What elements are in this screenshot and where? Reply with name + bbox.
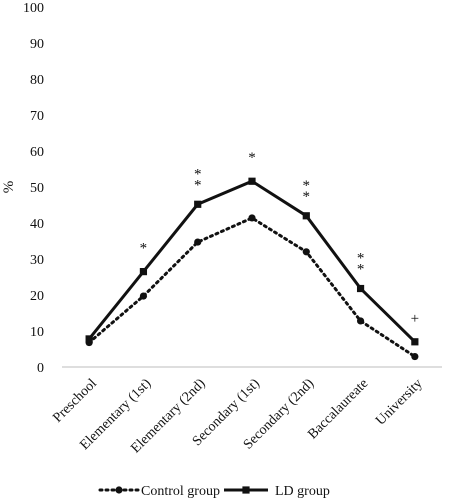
data-point [248,177,256,185]
y-tick-label: 20 [30,289,44,304]
x-tick-label: University [373,376,425,428]
significance-marker: * [140,241,148,257]
annotation-group: ** *** ** *+ [140,150,419,327]
data-point [139,268,148,276]
data-point [356,317,365,325]
legend-swatch-marker [115,486,123,494]
y-tick-label: 10 [30,325,44,340]
y-axis-title: % [1,181,17,194]
significance-marker: * * [303,178,311,205]
legend-label: LD group [275,484,330,499]
data-point [139,292,148,300]
data-point [248,214,256,222]
significance-marker: * [248,150,256,166]
data-point [194,238,202,246]
series-group [85,177,419,361]
data-point [85,335,93,343]
significance-marker: + [411,311,419,327]
data-point [356,284,365,293]
y-tick-label: 60 [30,145,44,160]
data-point [411,352,419,361]
series-line [87,216,417,359]
x-tick-label: Preschool [50,376,100,426]
y-tick-label: 100 [23,1,44,16]
legend-label: Control group [141,484,220,499]
data-point [194,200,202,208]
data-point [302,248,310,256]
y-tick-label: 80 [30,73,44,88]
y-tick-label: 0 [37,361,44,376]
legend: Control group LD group [98,484,330,499]
data-point [411,338,419,346]
data-point [302,212,310,220]
y-tick-label: 40 [30,217,44,232]
y-tick-label: 90 [30,37,44,52]
series-line [87,179,416,343]
significance-marker: * * [357,251,365,278]
y-tick-label: 50 [30,181,44,196]
significance-marker: * * [194,166,202,193]
legend-swatch-marker [242,486,250,494]
y-tick-label: 70 [30,109,44,124]
y-axis: 0 10 20 30 40 50 60 70 80 90 100% [1,1,44,376]
y-tick-label: 30 [30,253,44,268]
